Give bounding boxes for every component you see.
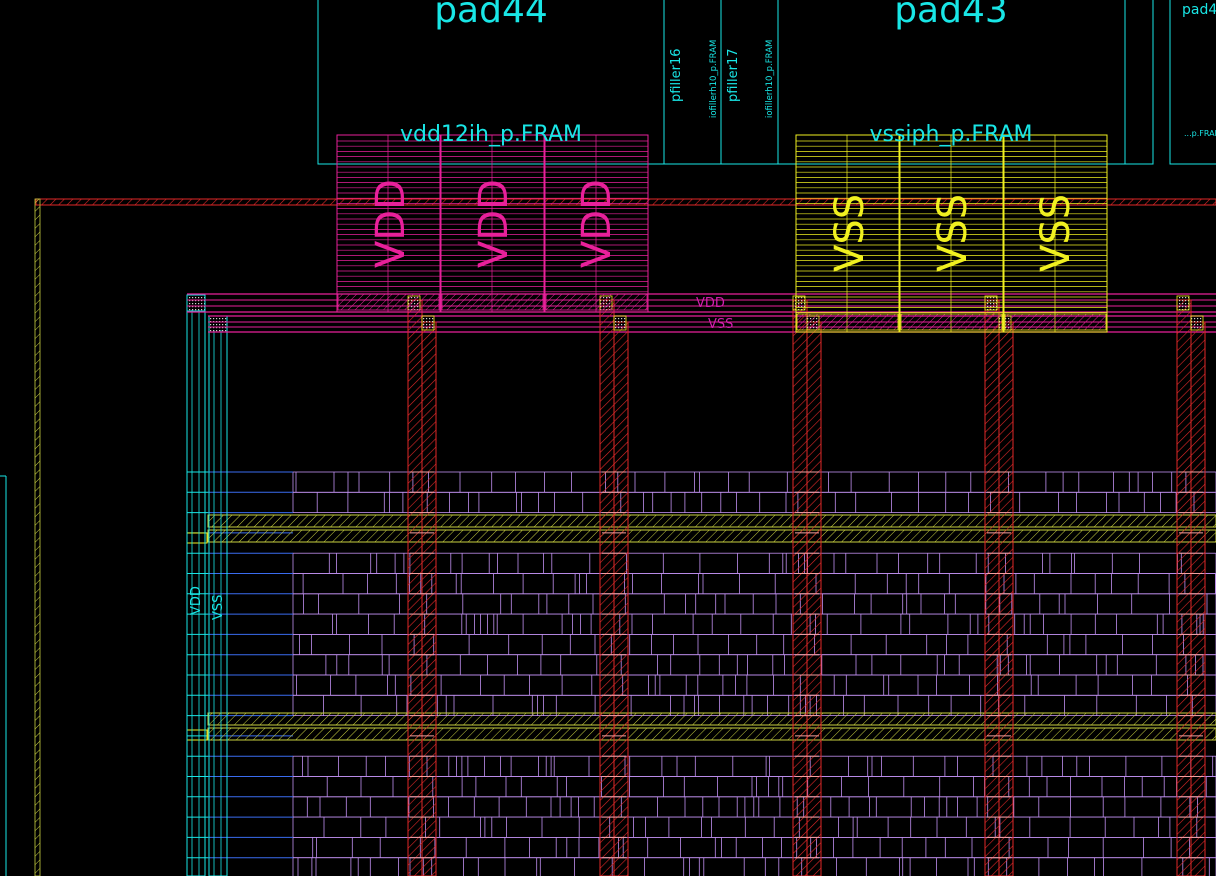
power-via bbox=[792, 295, 806, 311]
pad-foot bbox=[441, 293, 544, 311]
pfiller16-cell-label: iofillerh10_p.FRAM bbox=[709, 40, 719, 118]
power-stripe-vdd bbox=[984, 299, 1000, 876]
ring-vdd-label-left: VDD bbox=[189, 586, 204, 615]
vdd-power-pad: vdd12ih_p.FRAM VDD VDD VDD bbox=[336, 122, 649, 313]
pad-column bbox=[336, 134, 441, 313]
pad-column bbox=[1003, 134, 1108, 333]
power-via bbox=[984, 295, 998, 311]
power-stripe-vdd bbox=[599, 299, 615, 876]
top-power-ring: VDD VSS bbox=[187, 293, 1216, 333]
io-pads: pad44 pad43 pad4 ...p.FRAM pfiller16 iof… bbox=[317, 0, 1216, 165]
left-power-ring: VDD VSS bbox=[186, 294, 228, 876]
pad-foot bbox=[1004, 313, 1107, 331]
power-via bbox=[613, 315, 627, 331]
vss-pad-net-label-1: VSS bbox=[827, 194, 873, 272]
pad44-label: pad44 bbox=[434, 0, 548, 31]
power-stripe-vss bbox=[806, 321, 822, 876]
pad4-label: pad4 bbox=[1182, 2, 1216, 18]
vss-pad-net-label-2: VSS bbox=[930, 194, 976, 272]
vdd-pad-cell-label: vdd12ih_p.FRAM bbox=[400, 122, 582, 147]
vss-pad-cell-label: vssiph_p.FRAM bbox=[869, 122, 1032, 147]
pfiller17-label: pfiller17 bbox=[726, 48, 741, 102]
power-via bbox=[1176, 295, 1190, 311]
pad-column bbox=[544, 134, 649, 313]
cell-row bbox=[292, 491, 1216, 513]
pfiller17-cell-label: iofillerh10_p.FRAM bbox=[765, 40, 775, 118]
vss-power-pad: vssiph_p.FRAM VSS VSS VSS bbox=[795, 122, 1108, 333]
pad4-outline bbox=[1169, 0, 1216, 165]
vdd-pad-net-label-1: VDD bbox=[368, 179, 414, 268]
ring-vss-label-top: VSS bbox=[708, 317, 733, 332]
pfiller16-label: pfiller16 bbox=[669, 48, 684, 102]
edge-cell-label: ...p.FRAM bbox=[1184, 129, 1216, 138]
pad-column bbox=[440, 134, 545, 313]
pad-foot bbox=[545, 293, 648, 311]
ring-vdd-label-top: VDD bbox=[696, 296, 725, 311]
pad-foot bbox=[337, 293, 440, 311]
power-stripe-vss bbox=[613, 321, 629, 876]
pad-foot bbox=[900, 313, 1003, 331]
vertical-power-stripes bbox=[407, 295, 1206, 876]
vdd-pad-net-label-2: VDD bbox=[471, 179, 517, 268]
top-red-bus bbox=[0, 198, 1216, 876]
horizontal-straps bbox=[186, 514, 1216, 741]
vss-pad-net-label-3: VSS bbox=[1033, 194, 1079, 272]
vdd-pad-net-label-3: VDD bbox=[574, 179, 620, 268]
power-stripe-vdd bbox=[1176, 299, 1192, 876]
power-stripe-vss bbox=[1190, 321, 1206, 876]
power-stripe-vdd bbox=[407, 299, 423, 876]
pad-column bbox=[899, 134, 1004, 333]
power-stripe-vdd bbox=[792, 299, 808, 876]
pad-column bbox=[795, 134, 900, 333]
ring-vss-label-left: VSS bbox=[211, 595, 226, 620]
power-stripe-vss bbox=[421, 321, 437, 876]
pad-foot bbox=[796, 313, 899, 331]
power-stripe-vss bbox=[998, 321, 1014, 876]
power-via bbox=[1190, 315, 1204, 331]
cell-row bbox=[292, 857, 1216, 876]
pad43-label: pad43 bbox=[894, 0, 1008, 31]
power-via bbox=[421, 315, 435, 331]
